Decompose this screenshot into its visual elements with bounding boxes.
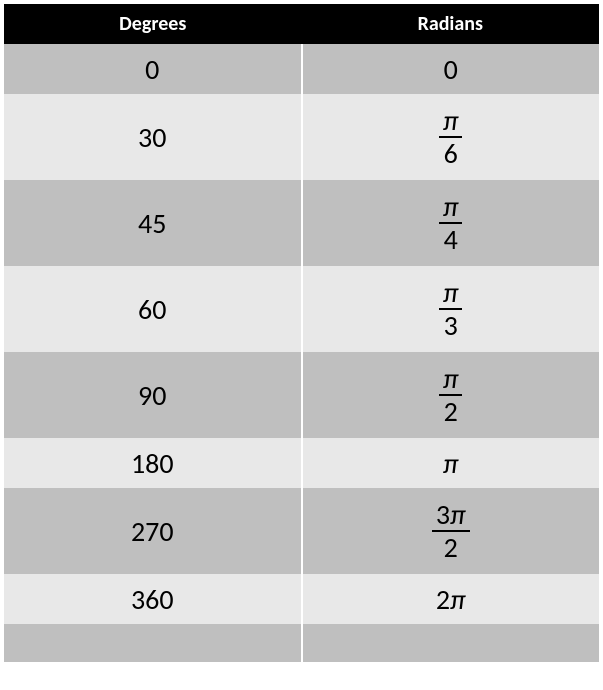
fraction: π2 bbox=[439, 364, 462, 427]
angle-conversion-table: DegreesRadians 0030π645π460π390π2180π270… bbox=[4, 4, 599, 662]
radians-cell: π2 bbox=[303, 364, 600, 427]
table-row: 90π2 bbox=[4, 352, 599, 438]
degrees-cell: 60 bbox=[4, 292, 301, 327]
fraction-denominator: 6 bbox=[440, 139, 462, 168]
degrees-cell: 180 bbox=[4, 446, 301, 481]
fraction-denominator: 4 bbox=[440, 225, 462, 254]
degrees-cell: 90 bbox=[4, 378, 301, 413]
table-body: 0030π645π460π390π2180π2703π23602π bbox=[4, 44, 599, 662]
degrees-cell: 360 bbox=[4, 582, 301, 617]
table-row: 60π3 bbox=[4, 266, 599, 352]
column-header-radians: Radians bbox=[302, 4, 600, 44]
fraction-denominator: 3 bbox=[440, 311, 462, 340]
column-header-degrees: Degrees bbox=[4, 4, 302, 44]
fraction-denominator: 2 bbox=[440, 533, 462, 562]
fraction-numerator: 3π bbox=[432, 500, 470, 529]
column-divider bbox=[301, 624, 303, 662]
radians-cell: π6 bbox=[303, 106, 600, 169]
fraction: π6 bbox=[439, 106, 462, 169]
fraction: 3π2 bbox=[432, 500, 470, 563]
radians-cell: 0 bbox=[303, 52, 600, 87]
table-header-row: DegreesRadians bbox=[4, 4, 599, 44]
radians-cell: π3 bbox=[303, 278, 600, 341]
fraction-numerator: π bbox=[439, 364, 462, 393]
degrees-cell: 270 bbox=[4, 514, 301, 549]
radians-cell: π4 bbox=[303, 192, 600, 255]
table-row: 45π4 bbox=[4, 180, 599, 266]
table-row: 3602π bbox=[4, 574, 599, 624]
radians-cell: 2π bbox=[303, 582, 600, 617]
table-row: 180π bbox=[4, 438, 599, 488]
fraction: π3 bbox=[439, 278, 462, 341]
radians-cell: π bbox=[303, 446, 600, 481]
table-row: 30π6 bbox=[4, 94, 599, 180]
degrees-cell: 30 bbox=[4, 120, 301, 155]
fraction-numerator: π bbox=[439, 192, 462, 221]
fraction-denominator: 2 bbox=[440, 397, 462, 426]
fraction-numerator: π bbox=[439, 106, 462, 135]
degrees-cell: 0 bbox=[4, 52, 301, 87]
fraction-numerator: π bbox=[439, 278, 462, 307]
table-row: 00 bbox=[4, 44, 599, 94]
table-row bbox=[4, 624, 599, 662]
radians-cell: 3π2 bbox=[303, 500, 600, 563]
degrees-cell: 45 bbox=[4, 206, 301, 241]
fraction: π4 bbox=[439, 192, 462, 255]
table-row: 2703π2 bbox=[4, 488, 599, 574]
